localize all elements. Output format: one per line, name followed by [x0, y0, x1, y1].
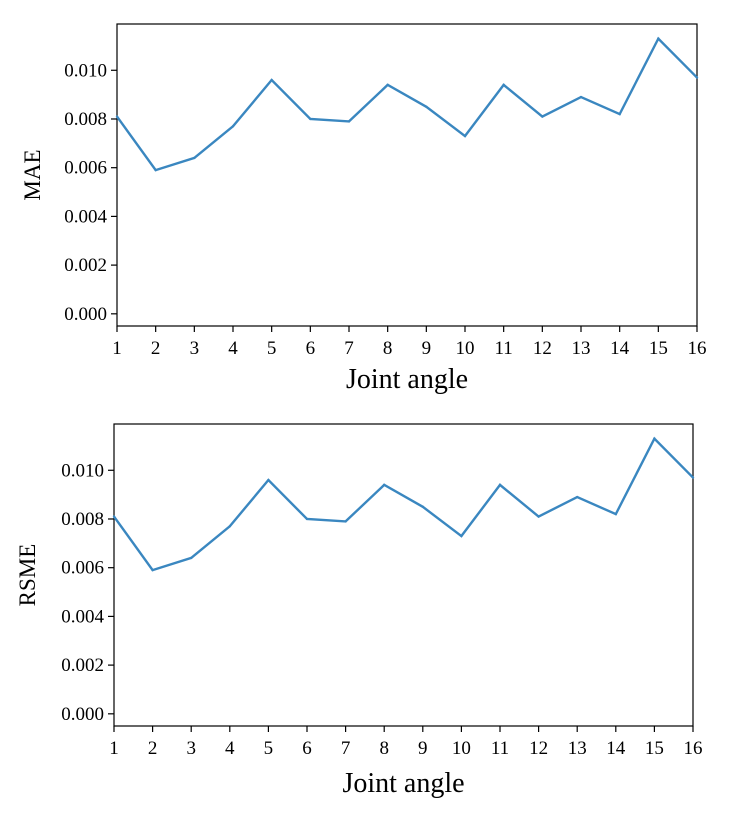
data-point [344, 520, 347, 523]
x-tick-label: 13 [572, 338, 591, 359]
x-tick-label: 3 [186, 738, 196, 759]
data-point [618, 112, 621, 116]
data-point [193, 156, 196, 160]
x-tick-label: 16 [688, 338, 707, 359]
chart-mae: 1 2 3 4 5 6 7 8 9 10 11 12 13 14 15 160.0000.0020.0040.… [20, 23, 707, 395]
data-point [537, 515, 540, 518]
data-point [270, 78, 273, 82]
data-point [309, 117, 312, 121]
x-tick-label: 3 [190, 338, 200, 359]
y-tick-label: 0.002 [64, 255, 107, 276]
plot-frame [113, 423, 694, 727]
y-tick-label: 0.004 [64, 206, 107, 227]
y-tick-label: 0.006 [61, 558, 104, 579]
x-tick-label: 1 [112, 338, 122, 359]
data-point [383, 483, 386, 487]
data-point [305, 517, 309, 521]
y-tick-label: 0.010 [64, 60, 107, 81]
x-axis-label: Joint angle [346, 364, 468, 395]
x-tick-label: 14 [610, 338, 630, 359]
series-line [116, 36, 698, 172]
y-tick-label: 0.010 [61, 460, 104, 481]
data-point [267, 478, 270, 482]
x-tick-label: 9 [422, 338, 432, 359]
data-point [154, 168, 157, 172]
x-axis-label: Joint angle [342, 768, 464, 799]
x-tick-label: 6 [306, 338, 316, 359]
x-tick-label: 12 [533, 338, 552, 359]
x-tick-label: 4 [228, 338, 238, 359]
x-tick-label: 16 [684, 738, 703, 759]
y-axis-label: MAE [20, 149, 45, 200]
data-point [460, 534, 463, 538]
series-line [113, 436, 694, 572]
x-tick-label: 5 [267, 338, 277, 359]
data-point [653, 437, 656, 440]
chart-rsme: 1 2 3 4 5 6 7 8 9 10 11 12 13 14 15 160.0000.0020.0040.… [15, 423, 703, 799]
data-point [115, 115, 119, 118]
data-point [579, 95, 583, 99]
data-point [657, 37, 660, 40]
x-tick-label: 13 [568, 738, 587, 759]
data-point [695, 76, 699, 79]
data-point [190, 556, 193, 560]
x-tick-label: 5 [264, 738, 274, 759]
y-tick-label: 0.008 [61, 509, 104, 530]
data-point [614, 512, 617, 516]
x-tick-label: 1 [109, 738, 119, 759]
x-tick-label: 2 [148, 738, 158, 759]
y-tick-label: 0.002 [61, 655, 104, 676]
x-tick-label: 15 [649, 338, 668, 359]
data-point [691, 476, 695, 479]
data-point [541, 115, 544, 118]
data-point [112, 515, 116, 518]
x-tick-label: 7 [341, 738, 351, 759]
y-tick-label: 0.006 [64, 158, 107, 179]
x-tick-label: 7 [344, 338, 354, 359]
x-tick-label: 6 [302, 738, 312, 759]
data-point [421, 505, 424, 509]
x-tick-label: 10 [452, 738, 471, 759]
x-tick-label: 8 [379, 738, 389, 759]
data-point [151, 568, 154, 572]
data-point [502, 83, 505, 87]
x-tick-label: 15 [645, 738, 664, 759]
data-point [347, 120, 351, 123]
plot-frame [116, 23, 698, 327]
x-tick-label: 4 [225, 738, 235, 759]
data-point [576, 495, 579, 499]
y-tick-label: 0.000 [64, 304, 107, 325]
y-tick-label: 0.000 [61, 704, 104, 725]
x-tick-label: 2 [151, 338, 161, 359]
x-tick-label: 11 [495, 338, 513, 359]
x-tick-label: 12 [529, 738, 548, 759]
data-point [425, 105, 428, 109]
data-point [386, 83, 389, 87]
y-axis-label: RSME [15, 544, 40, 607]
y-tick-label: 0.004 [61, 606, 104, 627]
x-tick-label: 9 [418, 738, 428, 759]
data-point [231, 125, 235, 128]
data-point [463, 134, 467, 138]
x-tick-label: 10 [456, 338, 475, 359]
x-tick-label: 8 [383, 338, 393, 359]
x-tick-label: 14 [606, 738, 626, 759]
data-point [498, 483, 502, 487]
y-tick-label: 0.008 [64, 109, 107, 130]
x-tick-label: 11 [491, 738, 509, 759]
data-point [228, 525, 231, 528]
